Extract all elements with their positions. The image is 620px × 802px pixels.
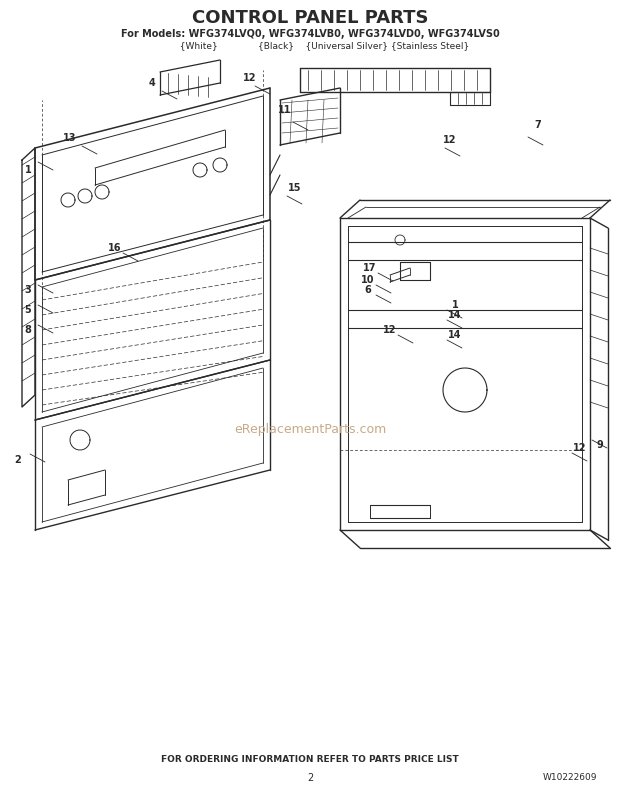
Text: {White}              {Black}    {Universal Silver} {Stainless Steel}: {White} {Black} {Universal Silver} {Stai…	[151, 42, 469, 51]
Text: 4: 4	[149, 78, 156, 88]
Text: For Models: WFG374LVQ0, WFG374LVB0, WFG374LVD0, WFG374LVS0: For Models: WFG374LVQ0, WFG374LVB0, WFG3…	[121, 29, 499, 39]
Text: 12: 12	[243, 73, 257, 83]
Text: 12: 12	[383, 325, 397, 335]
Text: 2: 2	[307, 773, 313, 783]
Text: 12: 12	[574, 443, 587, 453]
Text: 10: 10	[361, 275, 374, 285]
Text: 11: 11	[278, 105, 292, 115]
Text: FOR ORDERING INFORMATION REFER TO PARTS PRICE LIST: FOR ORDERING INFORMATION REFER TO PARTS …	[161, 755, 459, 764]
Text: 2: 2	[15, 455, 21, 465]
Text: 6: 6	[365, 285, 371, 295]
Text: 15: 15	[288, 183, 302, 193]
Text: 1: 1	[451, 300, 458, 310]
Text: eReplacementParts.com: eReplacementParts.com	[234, 423, 386, 436]
Text: 9: 9	[596, 440, 603, 450]
Text: W10222609: W10222609	[542, 773, 597, 783]
Text: 7: 7	[534, 120, 541, 130]
Text: 17: 17	[363, 263, 377, 273]
Text: 1: 1	[25, 165, 32, 175]
Text: 12: 12	[443, 135, 457, 145]
Text: 16: 16	[108, 243, 122, 253]
Text: 14: 14	[448, 310, 462, 320]
Text: CONTROL PANEL PARTS: CONTROL PANEL PARTS	[192, 9, 428, 27]
Text: 14: 14	[448, 330, 462, 340]
Text: 13: 13	[63, 133, 77, 143]
Text: 3: 3	[25, 285, 32, 295]
Text: 5: 5	[25, 305, 32, 315]
Text: 8: 8	[25, 325, 32, 335]
